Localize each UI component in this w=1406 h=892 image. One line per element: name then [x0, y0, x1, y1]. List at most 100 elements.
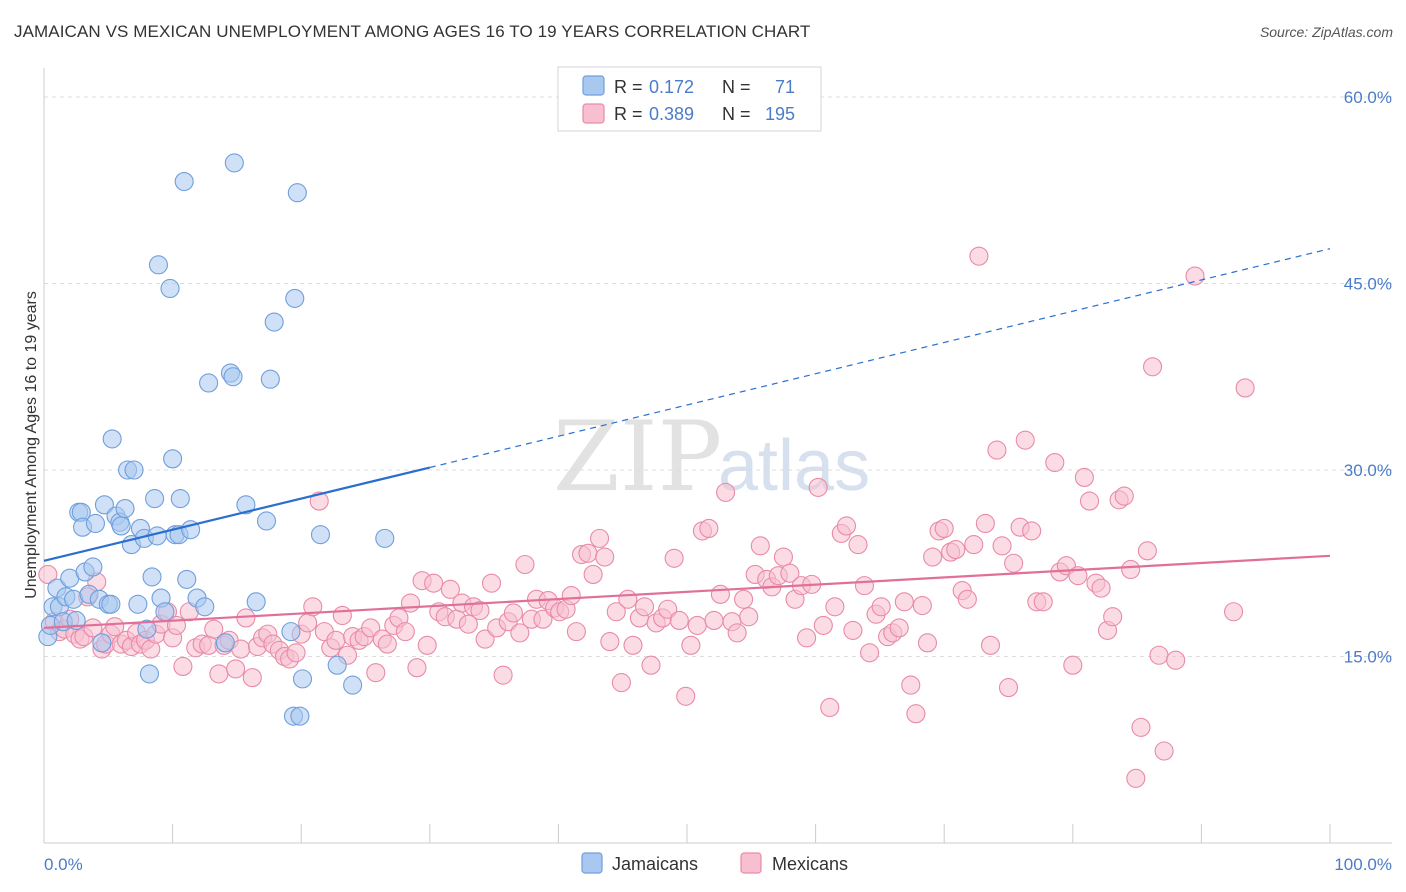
mexican-point — [600, 632, 620, 652]
mexican-point — [226, 659, 246, 679]
mexican-point — [209, 664, 229, 684]
mexican-point — [395, 622, 415, 642]
mexican-point — [286, 643, 306, 663]
legend-r-value-1: 0.172 — [649, 77, 694, 97]
mexican-point — [481, 573, 502, 593]
axes — [43, 68, 1392, 844]
mexican-point — [739, 607, 759, 627]
mexican-point — [204, 619, 224, 639]
legend-n-value-2: 195 — [765, 104, 795, 124]
jamaican-trend-line — [43, 466, 431, 562]
mexican-point — [641, 655, 661, 675]
legend-r-label-2: R = — [614, 104, 643, 124]
mexican-point — [854, 576, 875, 596]
jamaican-point — [92, 633, 112, 653]
mexican-point — [623, 635, 643, 655]
mexican-point — [1022, 521, 1042, 541]
jamaican-point — [102, 429, 122, 449]
mexican-point — [969, 246, 989, 266]
mexican-point — [1131, 717, 1151, 737]
mexican-point — [912, 595, 932, 616]
legend-n-value-1: 71 — [775, 77, 795, 97]
mexican-point — [992, 536, 1012, 556]
mexican-point — [987, 440, 1007, 460]
trend-lines — [43, 248, 1331, 630]
mexican-point — [658, 599, 678, 619]
mexican-point — [566, 622, 586, 642]
mexican-point — [676, 686, 696, 706]
mexican-point — [1166, 650, 1186, 670]
jamaican-point — [85, 513, 105, 534]
mexican-point — [901, 675, 921, 695]
jamaican-point — [195, 597, 215, 617]
mexican-point — [635, 597, 655, 617]
mexican-point — [618, 589, 638, 609]
mexican-point — [590, 528, 610, 548]
jamaican-point — [292, 669, 313, 689]
mexican-point — [332, 605, 352, 626]
x-ticks — [172, 824, 1331, 843]
mexican-point — [583, 564, 603, 584]
mexican-point — [503, 603, 523, 623]
mexican-point — [458, 614, 478, 634]
mexican-point — [611, 673, 631, 693]
mexican-point — [797, 628, 817, 648]
mexican-point — [699, 518, 719, 538]
mexican-point — [1121, 559, 1141, 580]
series-legend: Jamaicans Mexicans — [581, 852, 848, 874]
mexican-point — [957, 589, 977, 609]
mexican-point — [669, 610, 689, 630]
jamaican-point — [101, 594, 121, 614]
legend-swatch-mexicans — [582, 103, 605, 124]
mexican-point — [606, 602, 626, 622]
jamaican-points — [38, 153, 395, 726]
mexican-point — [980, 635, 1001, 655]
mexican-trend-line — [43, 554, 1331, 630]
jamaican-point — [199, 373, 219, 393]
x-tick-label-min: 0.0% — [44, 855, 83, 874]
mexican-point — [417, 635, 437, 655]
jamaican-point — [290, 706, 310, 726]
mexican-point — [377, 634, 397, 654]
jamaican-point — [115, 498, 135, 519]
mexican-point — [1114, 486, 1134, 506]
mexican-point — [105, 617, 125, 637]
grid-lines — [44, 96, 1392, 657]
jamaican-point — [177, 569, 197, 589]
jamaican-point — [163, 449, 183, 469]
y-tick-label: 45.0% — [1344, 275, 1392, 294]
mexican-point — [407, 658, 427, 678]
watermark-atlas: atlas — [718, 426, 870, 506]
jamaican-point — [285, 288, 305, 308]
mexican-point — [727, 623, 747, 643]
mexican-point — [242, 668, 262, 688]
mexican-point — [1235, 378, 1255, 398]
mexican-point — [889, 618, 909, 638]
jamaican-point — [236, 495, 256, 515]
correlation-legend: R = 0.172 N = 71 R = 0.389 N = 195 — [557, 66, 822, 132]
mexican-point — [1074, 467, 1094, 488]
legend-n-label-2: N = — [722, 104, 751, 124]
mexican-point — [1004, 553, 1024, 573]
mexican-point — [843, 620, 863, 640]
mexican-point — [813, 615, 833, 635]
legend-r-label-1: R = — [614, 77, 643, 97]
mexican-point — [533, 609, 553, 629]
mexican-point — [1103, 607, 1123, 627]
source-label: Source: ZipAtlas.com — [1259, 24, 1393, 40]
jamaican-point — [160, 278, 180, 299]
mexican-point — [595, 547, 615, 567]
mexican-point — [1079, 491, 1100, 511]
mexican-point — [470, 600, 490, 621]
y-tick-label: 60.0% — [1344, 88, 1392, 107]
mexican-point — [309, 491, 329, 511]
legend-r-value-2: 0.389 — [649, 104, 694, 124]
mexican-point — [1063, 655, 1083, 675]
y-tick-label: 15.0% — [1344, 648, 1392, 667]
jamaican-point — [256, 511, 277, 531]
mexican-point — [1185, 266, 1205, 286]
mexican-point — [917, 633, 938, 653]
mexican-point — [871, 597, 891, 617]
jamaican-point — [174, 171, 194, 192]
mexican-point — [1149, 645, 1169, 665]
